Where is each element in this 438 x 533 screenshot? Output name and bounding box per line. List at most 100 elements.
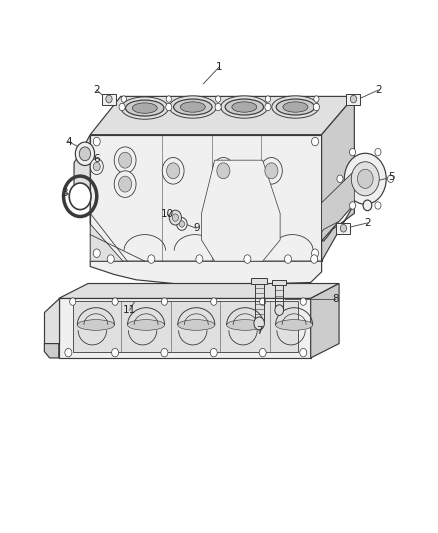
Circle shape (148, 255, 155, 263)
Text: 4: 4 (65, 136, 72, 147)
Circle shape (265, 163, 278, 179)
Circle shape (169, 210, 181, 225)
Circle shape (285, 255, 291, 263)
Text: 7: 7 (256, 326, 262, 336)
Circle shape (211, 298, 217, 305)
Circle shape (351, 162, 379, 196)
Ellipse shape (221, 96, 268, 118)
Polygon shape (90, 261, 321, 285)
Circle shape (313, 103, 319, 111)
Circle shape (388, 175, 394, 182)
Circle shape (161, 349, 168, 357)
Circle shape (114, 147, 136, 173)
Ellipse shape (127, 320, 165, 330)
Circle shape (357, 169, 373, 188)
Text: 2: 2 (375, 85, 381, 95)
Circle shape (79, 147, 91, 161)
Polygon shape (321, 171, 354, 232)
Circle shape (112, 349, 119, 357)
Text: 1: 1 (215, 62, 223, 72)
Polygon shape (201, 160, 280, 261)
Circle shape (337, 175, 343, 182)
Text: 9: 9 (193, 223, 200, 233)
Circle shape (172, 214, 178, 221)
Polygon shape (74, 135, 90, 203)
Circle shape (311, 255, 318, 263)
Circle shape (65, 349, 72, 357)
Ellipse shape (225, 99, 264, 115)
Ellipse shape (180, 102, 205, 112)
Circle shape (196, 255, 203, 263)
Ellipse shape (121, 97, 168, 119)
Polygon shape (336, 223, 350, 234)
Polygon shape (311, 284, 339, 358)
Circle shape (166, 163, 180, 179)
Polygon shape (59, 298, 311, 358)
Ellipse shape (169, 96, 216, 118)
Circle shape (259, 349, 266, 357)
Ellipse shape (132, 103, 157, 114)
Circle shape (119, 152, 132, 168)
Ellipse shape (78, 320, 114, 330)
Polygon shape (321, 96, 354, 241)
Circle shape (311, 138, 318, 146)
Circle shape (275, 305, 284, 316)
Ellipse shape (272, 96, 319, 118)
Circle shape (70, 298, 76, 305)
Text: 3: 3 (61, 188, 67, 198)
Circle shape (161, 298, 167, 305)
Polygon shape (90, 135, 321, 261)
Circle shape (350, 202, 356, 209)
Circle shape (106, 95, 112, 103)
Circle shape (215, 103, 221, 111)
Polygon shape (90, 203, 123, 261)
Circle shape (265, 96, 271, 102)
Circle shape (261, 158, 283, 184)
Circle shape (212, 158, 234, 184)
Circle shape (375, 148, 381, 156)
Circle shape (217, 163, 230, 179)
Circle shape (93, 138, 100, 146)
Polygon shape (346, 93, 360, 104)
Circle shape (90, 159, 103, 174)
Polygon shape (73, 301, 297, 352)
Circle shape (311, 249, 318, 257)
Circle shape (119, 103, 125, 111)
Ellipse shape (232, 102, 257, 112)
Circle shape (254, 317, 265, 330)
Polygon shape (102, 93, 116, 104)
Ellipse shape (283, 102, 308, 112)
Circle shape (350, 148, 356, 156)
Circle shape (210, 349, 217, 357)
Circle shape (166, 103, 172, 111)
Circle shape (166, 96, 171, 102)
Circle shape (340, 224, 346, 232)
Circle shape (244, 255, 251, 263)
Polygon shape (251, 278, 267, 284)
Polygon shape (321, 204, 354, 261)
Circle shape (75, 142, 95, 165)
Text: 6: 6 (93, 154, 100, 164)
Circle shape (121, 96, 127, 102)
Circle shape (363, 200, 372, 211)
Text: 11: 11 (123, 305, 136, 315)
Circle shape (265, 103, 271, 111)
Circle shape (344, 154, 386, 204)
Text: 10: 10 (161, 209, 174, 220)
Circle shape (375, 202, 381, 209)
Ellipse shape (178, 320, 215, 330)
Polygon shape (90, 96, 354, 135)
Circle shape (69, 183, 91, 209)
Ellipse shape (173, 99, 212, 115)
Text: 2: 2 (364, 218, 371, 228)
Polygon shape (59, 284, 339, 298)
Circle shape (93, 249, 100, 257)
Ellipse shape (226, 320, 264, 330)
Circle shape (114, 171, 136, 197)
Circle shape (215, 96, 221, 102)
Text: 5: 5 (388, 172, 395, 182)
Circle shape (300, 349, 307, 357)
Polygon shape (272, 280, 286, 285)
Ellipse shape (276, 320, 313, 330)
Circle shape (162, 158, 184, 184)
